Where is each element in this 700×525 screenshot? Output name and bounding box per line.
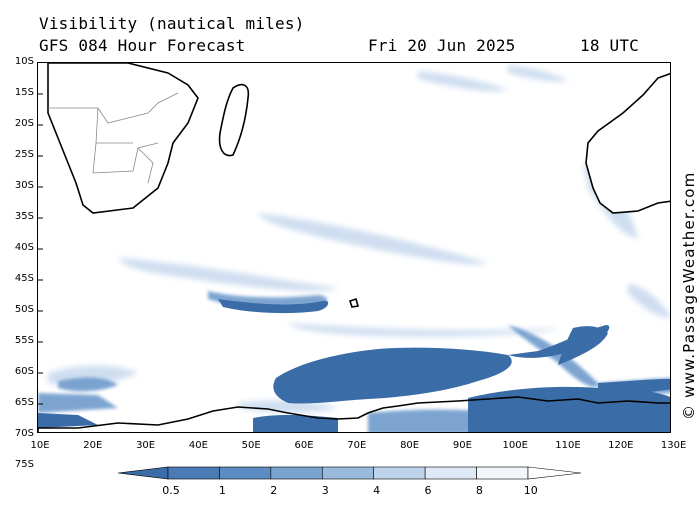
lon-label: 110E (555, 440, 581, 451)
lat-label: 40S (14, 242, 34, 253)
lon-label: 90E (452, 440, 472, 451)
lat-label: 30S (14, 180, 34, 191)
legend-label: 0.5 (162, 484, 180, 497)
lon-label: 10E (30, 440, 50, 451)
country-borders (48, 92, 179, 184)
legend-label: 6 (424, 484, 432, 497)
lon-label: 120E (608, 440, 634, 451)
legend-cell (167, 466, 220, 480)
legend-label: 8 (475, 484, 483, 497)
land-masses (38, 63, 670, 432)
fog-dense-areas (38, 299, 670, 432)
lat-label: 65S (14, 397, 34, 408)
lat-label: 20S (14, 118, 34, 129)
legend-label: 1 (218, 484, 226, 497)
lat-label: 50S (14, 304, 34, 315)
legend-bar (117, 466, 582, 480)
forecast-time: 18 UTC (580, 36, 639, 55)
australia-coast (585, 72, 670, 214)
chart-title: Visibility (nautical miles) (39, 14, 305, 33)
website-credit: © www.PassageWeather.com (680, 171, 698, 420)
legend-label: 3 (321, 484, 329, 497)
legend-cell (373, 466, 426, 480)
lon-label: 40E (188, 440, 208, 451)
lat-label: 60S (14, 366, 34, 377)
legend-cell (476, 466, 529, 480)
lon-label: 80E (400, 440, 420, 451)
legend-cell (424, 466, 477, 480)
legend-arrow-right (527, 466, 582, 480)
lat-label: 25S (14, 149, 34, 160)
legend-label: 2 (270, 484, 278, 497)
grid-ticks (38, 93, 43, 405)
lat-label: 15S (14, 87, 34, 98)
visibility-map[interactable] (37, 62, 671, 433)
lat-label: 70S (14, 428, 34, 439)
legend-arrow-left (117, 466, 169, 480)
kerguelen (348, 297, 360, 308)
fog-light-areas (48, 65, 670, 413)
model-line: GFS 084 Hour Forecast (39, 36, 246, 55)
lon-label: 100E (502, 440, 528, 451)
lat-label: 55S (14, 335, 34, 346)
africa-coast (47, 63, 199, 214)
lon-label: 50E (241, 440, 261, 451)
lat-label: 10S (14, 56, 34, 67)
madagascar (218, 83, 250, 157)
lon-label: 60E (294, 440, 314, 451)
legend-cell (321, 466, 375, 480)
forecast-date: Fri 20 Jun 2025 (368, 36, 516, 55)
legend-cell (270, 466, 323, 480)
lat-label: 45S (14, 273, 34, 284)
antarctica-coast (38, 396, 670, 432)
legend-label: 10 (523, 484, 538, 497)
lat-label: 75S (14, 459, 34, 470)
visibility-legend (117, 465, 583, 489)
legend-cell (219, 466, 272, 480)
lon-label: 130E (660, 440, 687, 451)
lat-label: 35S (14, 211, 34, 222)
lon-label: 20E (83, 440, 103, 451)
lon-label: 70E (347, 440, 367, 451)
map-svg (38, 63, 670, 432)
lon-label: 30E (136, 440, 156, 451)
legend-label: 4 (373, 484, 381, 497)
